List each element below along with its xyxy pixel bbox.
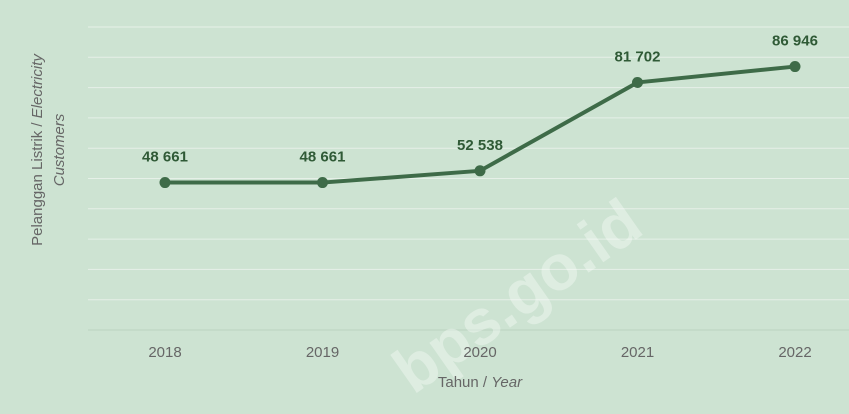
point xyxy=(474,165,486,177)
data-label: 48 661 xyxy=(142,149,188,166)
x-tick-label: 2018 xyxy=(148,344,181,361)
point xyxy=(159,177,171,189)
x-tick-label: 2021 xyxy=(621,344,654,361)
y-axis-title-line: Pelanggan Listrik / Electricity xyxy=(29,53,46,246)
data-label: 48 661 xyxy=(300,149,346,166)
x-axis-title-part: Tahun / xyxy=(438,374,491,391)
point xyxy=(632,76,643,88)
x-tick-label: 2019 xyxy=(306,344,339,361)
data-label: 86 946 xyxy=(772,33,818,50)
y-axis-title: Pelanggan Listrik / Electricity Customers xyxy=(29,53,68,246)
x-tick-label: 2022 xyxy=(778,344,811,361)
y-axis-title-part: Electricity xyxy=(29,53,46,119)
data-label: 81 702 xyxy=(615,48,661,65)
data-label: 52 538 xyxy=(457,137,503,154)
point xyxy=(789,61,801,73)
x-axis-title-part: Year xyxy=(491,374,523,391)
x-axis-title: Tahun / Year xyxy=(438,374,523,391)
x-tick-label: 2020 xyxy=(463,344,496,361)
y-axis-title-line: Customers xyxy=(51,113,68,186)
y-axis-title-part: Pelanggan Listrik / xyxy=(29,118,46,246)
point xyxy=(317,177,328,189)
